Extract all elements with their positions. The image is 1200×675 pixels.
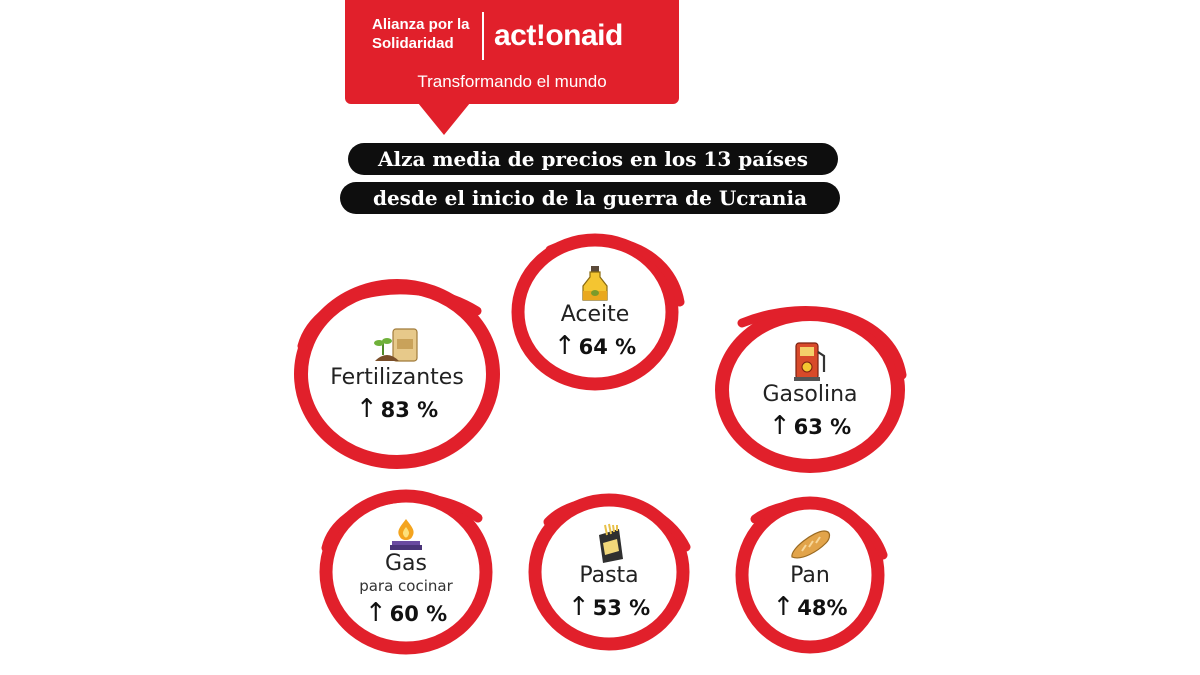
gas-stove-icon <box>388 517 424 551</box>
red-brush-ring <box>319 489 493 655</box>
red-brush-ring <box>715 306 907 473</box>
item-value: ↑ 83 % <box>355 393 439 424</box>
pasta-bag-icon <box>593 523 625 563</box>
price-badge-gas: Gas para cocinar ↑ 60 % <box>318 488 494 656</box>
item-label: Gasolina <box>762 381 858 407</box>
org-name-line1: Alianza por la <box>372 16 470 33</box>
banner-pointer <box>418 103 470 135</box>
header-banner <box>345 0 679 104</box>
item-sublabel: para cocinar <box>359 576 453 595</box>
org-name: Alianza por la Solidaridad <box>372 15 482 53</box>
up-arrow-icon: ↑ <box>772 591 795 622</box>
up-arrow-icon: ↑ <box>567 591 590 622</box>
price-badge-fertilizantes: Fertilizantes ↑ 83 % <box>292 276 502 472</box>
fuel-pump-icon <box>792 340 828 382</box>
up-arrow-icon: ↑ <box>355 393 378 424</box>
item-value: ↑ 48% <box>772 591 848 622</box>
price-badge-gasolina: Gasolina ↑ 63 % <box>712 305 908 475</box>
item-label: Pasta <box>579 562 639 588</box>
red-brush-ring <box>511 233 685 391</box>
red-brush-ring <box>528 493 691 651</box>
item-value: ↑ 63 % <box>768 410 852 441</box>
bread-icon <box>788 529 832 563</box>
price-badge-pasta: Pasta ↑ 53 % <box>528 492 691 652</box>
oil-bottle-icon <box>580 264 610 302</box>
fertilizer-bag-icon <box>373 325 421 365</box>
price-badge-aceite: Aceite ↑ 64 % <box>510 232 685 392</box>
item-label: Fertilizantes <box>330 364 464 390</box>
actionaid-logo: act!onaid <box>494 19 623 52</box>
title-line-1: Alza media de precios en los 13 países <box>348 143 838 175</box>
up-arrow-icon: ↑ <box>768 410 791 441</box>
title-line-2: desde el inicio de la guerra de Ucrania <box>340 182 840 214</box>
red-brush-ring <box>735 496 888 654</box>
item-label: Gas <box>385 550 427 576</box>
item-label: Pan <box>790 562 830 588</box>
item-value: ↑ 60 % <box>364 597 448 628</box>
org-name-line2: Solidaridad <box>372 35 454 52</box>
red-brush-ring <box>294 279 500 469</box>
item-value: ↑ 64 % <box>553 330 637 361</box>
price-badge-pan: Pan ↑ 48% <box>735 495 888 655</box>
item-value: ↑ 53 % <box>567 591 651 622</box>
tagline: Transformando el mundo <box>417 72 607 91</box>
banner-divider <box>482 12 484 60</box>
item-label: Aceite <box>560 301 630 327</box>
up-arrow-icon: ↑ <box>364 597 387 628</box>
up-arrow-icon: ↑ <box>553 330 576 361</box>
